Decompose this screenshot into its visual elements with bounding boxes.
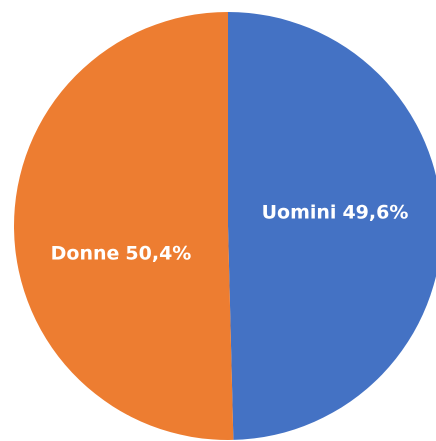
label-category: Uomini	[262, 201, 337, 223]
data-label: Donne 50,4%	[51, 242, 192, 264]
label-category: Donne	[51, 242, 120, 264]
pie-slice	[228, 12, 436, 440]
data-label: Uomini 49,6%	[262, 201, 409, 223]
label-value: 50,4%	[125, 242, 191, 264]
label-value: 49,6%	[342, 201, 408, 223]
pie-slice	[13, 12, 234, 441]
